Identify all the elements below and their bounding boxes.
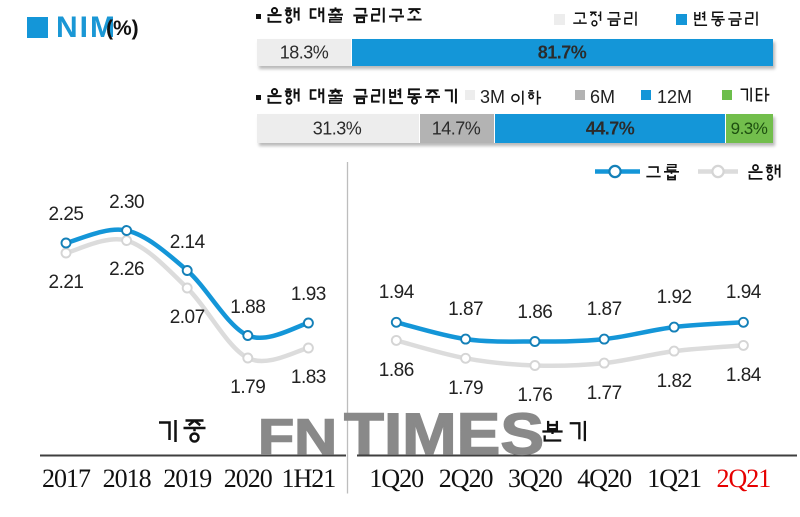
svg-text:FN: FN [258,409,337,465]
svg-text:TIMES: TIMES [344,402,544,467]
